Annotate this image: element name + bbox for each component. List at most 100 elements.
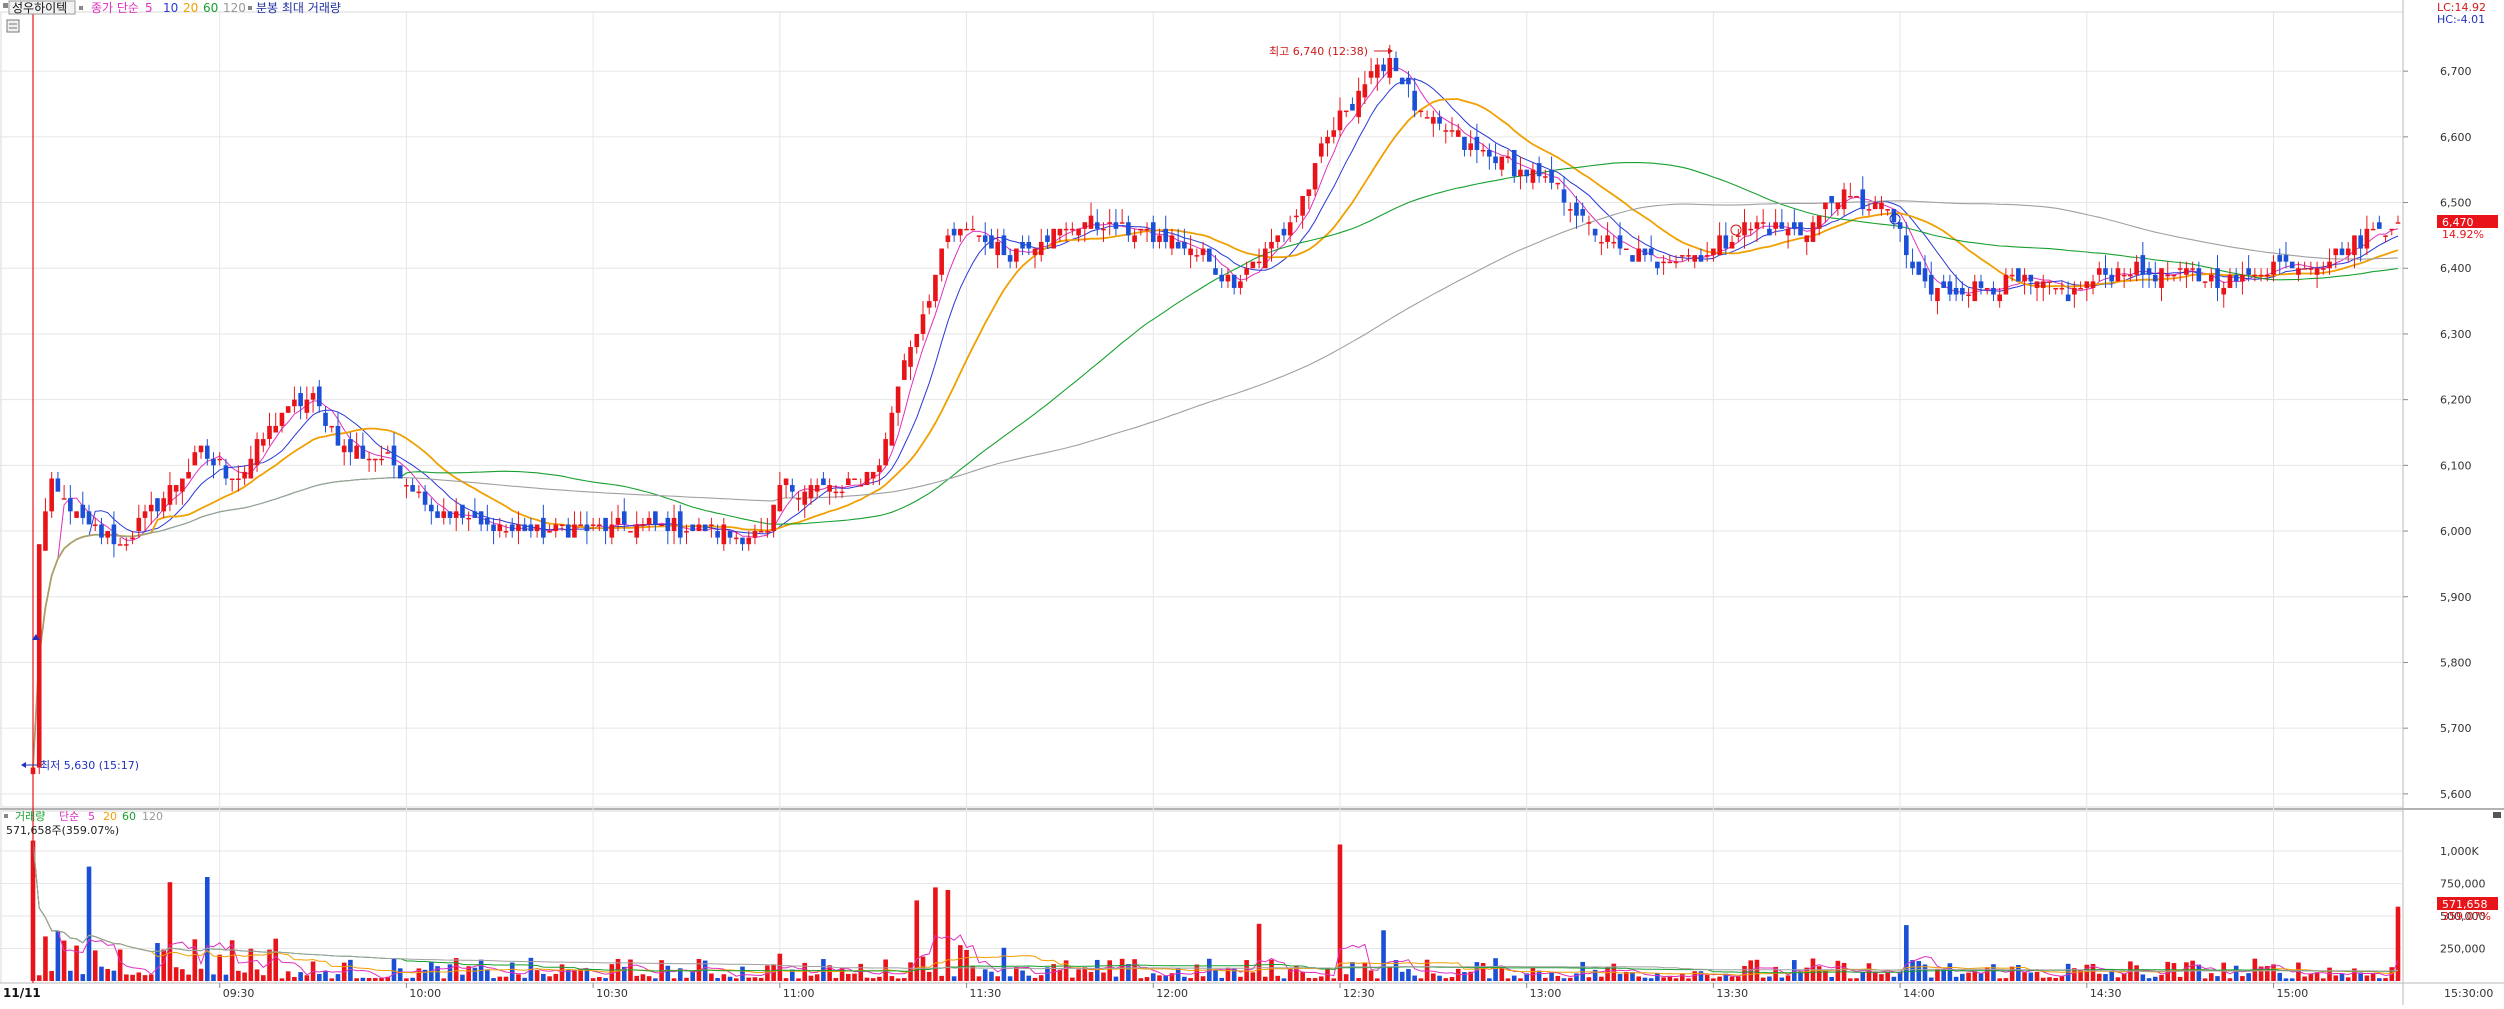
candle-up (1169, 235, 1175, 249)
volume-bar (1872, 971, 1878, 981)
candle-down (1393, 57, 1399, 72)
volume-bar (1698, 971, 1704, 981)
volume-ma-60[interactable]: 60 (122, 810, 136, 823)
candle-up (914, 333, 920, 348)
volume-bar (204, 877, 210, 981)
volume-bar (186, 974, 191, 981)
menu-dot-icon[interactable] (3, 3, 8, 8)
candle-up (61, 498, 67, 500)
candle-up (889, 412, 895, 446)
volume-bar (360, 977, 366, 981)
volume-ma-20[interactable]: 20 (103, 810, 117, 823)
candle-up (1144, 228, 1150, 231)
volume-bar (1904, 925, 1909, 981)
ma-period-20[interactable]: 20 (183, 1, 198, 15)
volume-bar (1935, 969, 1940, 981)
volume-bar (1101, 972, 1106, 981)
candle-down (1437, 117, 1442, 124)
volume-bar (1107, 960, 1113, 981)
candle-up (267, 425, 272, 440)
volume-tick-label: 250,000 (2440, 943, 2486, 956)
candle-down (1630, 255, 1635, 262)
candle-up (304, 399, 310, 413)
volume-bar (254, 969, 260, 981)
volume-label[interactable]: 거래량 (15, 810, 45, 823)
volume-menu-dot-icon[interactable] (4, 814, 8, 818)
max-volume-label[interactable]: 분봉 최대 거래량 (256, 1, 341, 15)
candle-down (1549, 169, 1554, 183)
candlestick-series (30, 44, 2401, 788)
candle-up (1070, 228, 1075, 231)
volume-bar (1717, 976, 1722, 981)
candle-down (1897, 222, 1903, 229)
volume-bar (416, 968, 422, 981)
end-time-label: 15:30:00 (2444, 987, 2493, 1000)
volume-bar (1331, 978, 1337, 981)
stock-name-box[interactable] (8, 0, 76, 15)
volume-bar (640, 974, 646, 981)
volume-bar (609, 964, 615, 981)
current-volume-ratio: 359.07% (2442, 910, 2491, 923)
price-tick-label: 6,400 (2440, 262, 2472, 275)
volume-bar (1729, 976, 1735, 981)
volume-bar (111, 970, 117, 981)
volume-bar (715, 978, 720, 981)
volume-bar (1493, 958, 1498, 981)
volume-bar (1848, 978, 1853, 981)
volume-bar (335, 974, 341, 981)
volume-bar (2059, 976, 2065, 981)
candle-up (920, 314, 926, 334)
candle-down (2215, 268, 2220, 288)
candle-up (1157, 235, 1162, 242)
volume-panel[interactable] (0, 810, 2404, 984)
candle-up (1823, 202, 1828, 210)
candle-down (1798, 222, 1803, 236)
candle-up (1418, 110, 1424, 113)
candle-up (1499, 156, 1505, 170)
volume-bar (1001, 947, 1007, 981)
volume-bar (653, 978, 658, 981)
candle-up (864, 471, 870, 486)
candle-up (124, 544, 129, 546)
candle-down (2109, 274, 2115, 282)
candle-up (926, 301, 932, 308)
volume-bar (304, 975, 310, 981)
volume-bar (1978, 973, 1984, 981)
candle-up (2302, 268, 2307, 270)
candle-up (2352, 235, 2357, 256)
volume-bar (945, 890, 951, 981)
candle-down (1412, 90, 1417, 111)
candle-up (2221, 287, 2227, 295)
candle-down (1213, 268, 1218, 275)
volume-bar (982, 969, 988, 981)
volume-bar (808, 975, 814, 981)
volume-ma-120[interactable]: 120 (142, 810, 163, 823)
volume-bar (267, 949, 272, 981)
ma-period-5[interactable]: 5 (145, 1, 153, 15)
grid-settings-icon[interactable] (6, 19, 20, 33)
volume-bar (789, 969, 795, 981)
ma-period-10[interactable]: 10 (163, 1, 178, 15)
candle-up (1244, 268, 1249, 275)
candle-up (895, 386, 901, 413)
volume-bar (161, 949, 167, 981)
volume-ma-5[interactable]: 5 (88, 810, 95, 823)
volume-bar (2171, 963, 2177, 981)
ma-period-60[interactable]: 60 (203, 1, 218, 15)
ma-period-120[interactable]: 120 (223, 1, 246, 15)
collapse-panel-icon[interactable] (2493, 812, 2501, 818)
volume-ma-label[interactable]: 단순 (59, 810, 79, 823)
volume-bar (1262, 976, 1268, 981)
ma-label[interactable]: 종가 단순 (91, 1, 139, 15)
price-tick-label: 6,200 (2440, 394, 2472, 407)
candle-up (148, 504, 154, 512)
price-panel[interactable] (0, 11, 2404, 808)
candle-up (1455, 130, 1461, 137)
candle-up (1505, 156, 1511, 159)
candle-down (1487, 149, 1492, 157)
low-annotation: 최저 5,630 (15:17) (21, 759, 139, 772)
volume-bar (1928, 977, 1934, 981)
candle-up (1269, 241, 1274, 249)
